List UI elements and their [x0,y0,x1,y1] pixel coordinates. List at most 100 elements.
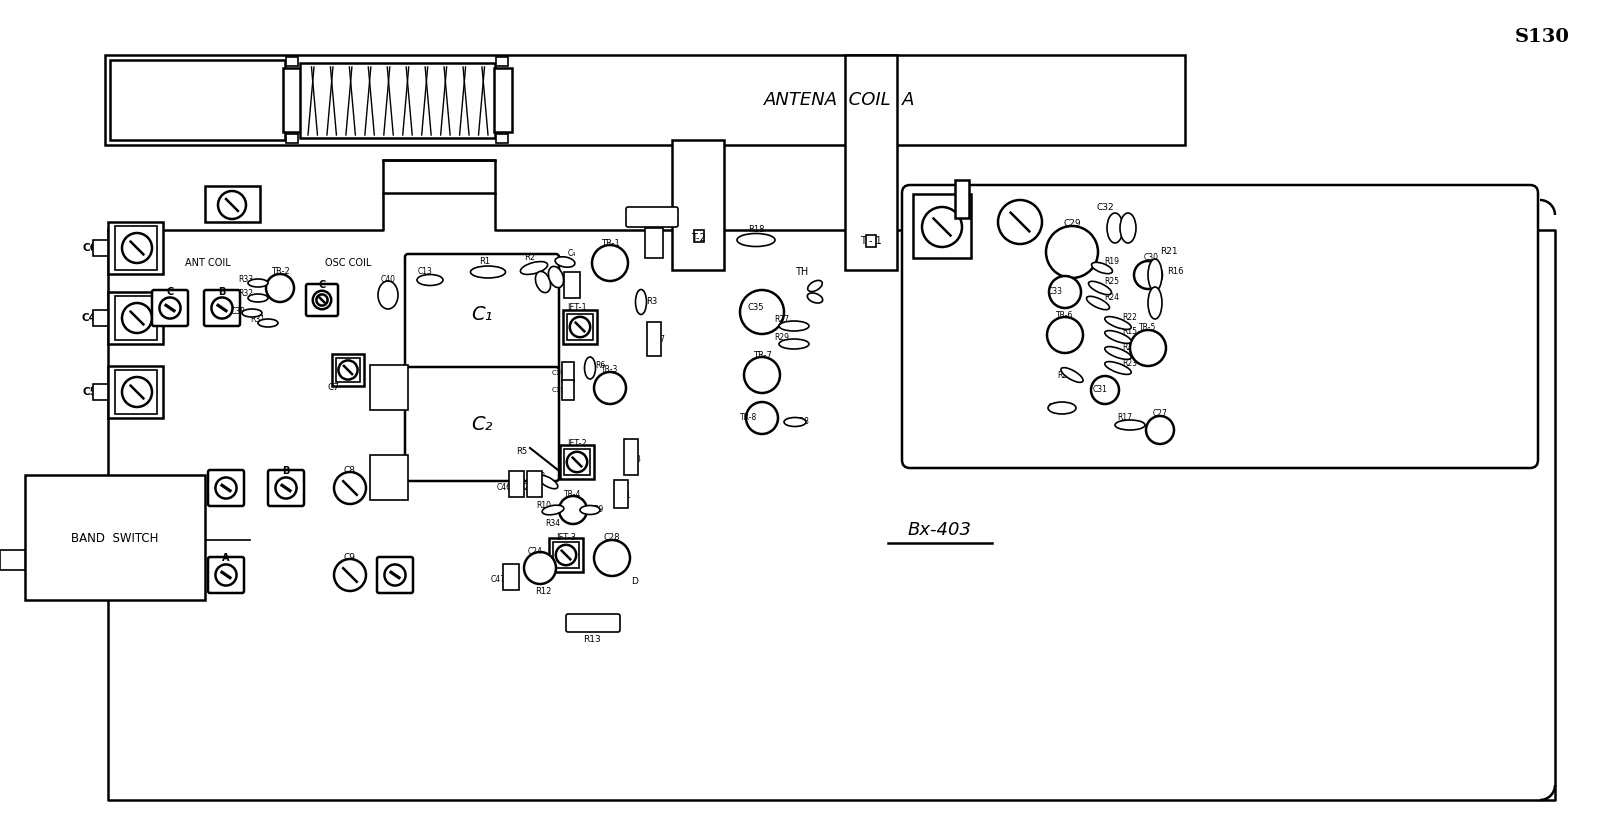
Ellipse shape [542,505,563,515]
Ellipse shape [1104,317,1131,329]
Text: IFT-1: IFT-1 [566,303,587,313]
Text: TR-5: TR-5 [1139,323,1157,333]
Bar [115,226,157,270]
Text: C8: C8 [344,465,355,474]
Text: R6: R6 [595,360,605,370]
Text: C26  C25: C26 C25 [576,618,610,627]
Bar [496,134,509,143]
Text: R12: R12 [534,587,550,597]
Text: C29: C29 [1062,219,1082,227]
Bar [496,57,509,66]
Circle shape [122,233,152,263]
Circle shape [744,357,781,393]
FancyBboxPatch shape [208,557,243,593]
Circle shape [570,317,590,337]
Bar [845,55,898,270]
Circle shape [558,496,587,524]
Ellipse shape [808,293,822,303]
Ellipse shape [1107,213,1123,243]
Ellipse shape [779,321,810,331]
FancyBboxPatch shape [405,367,558,481]
Text: TR-4: TR-4 [565,489,582,499]
Ellipse shape [549,266,563,287]
Bar [549,538,582,572]
Text: T-2: T-2 [691,233,706,243]
Bar [301,63,494,138]
Circle shape [525,552,557,584]
Text: IFT-3: IFT-3 [557,532,576,541]
Bar [563,449,590,475]
FancyBboxPatch shape [405,254,558,375]
Text: R19: R19 [1104,257,1120,266]
Ellipse shape [635,289,646,314]
Bar [115,370,157,414]
Text: C22: C22 [515,483,530,492]
Text: R9: R9 [594,505,603,515]
Text: IFT-2: IFT-2 [566,438,587,447]
Circle shape [739,290,784,334]
Ellipse shape [738,234,774,246]
Text: C15: C15 [565,282,579,292]
Text: OSC COIL: OSC COIL [325,258,371,268]
Circle shape [275,478,296,499]
Text: R20: R20 [1123,344,1138,353]
Circle shape [216,565,237,586]
FancyBboxPatch shape [306,284,338,316]
Text: R33: R33 [238,275,253,283]
Text: R15: R15 [1123,328,1138,337]
Bar [93,384,109,400]
Circle shape [317,294,328,306]
Circle shape [266,274,294,302]
Circle shape [592,245,627,281]
Circle shape [922,207,962,247]
Bar [866,235,877,247]
Ellipse shape [536,272,550,292]
Text: C34: C34 [1048,404,1062,412]
Text: R18: R18 [747,225,765,235]
Text: R22: R22 [1123,313,1138,323]
Text: ANTENA  COIL  A: ANTENA COIL A [765,91,915,109]
Ellipse shape [1104,362,1131,375]
Bar [109,366,163,418]
Text: C24: C24 [528,546,542,556]
Circle shape [1046,226,1098,278]
Ellipse shape [555,256,574,267]
Text: C₄: C₄ [568,249,576,257]
Ellipse shape [520,261,547,274]
Ellipse shape [1088,282,1112,295]
Text: R17: R17 [1117,412,1133,422]
Bar [0,550,26,570]
Bar [646,322,661,356]
Text: R16: R16 [1166,267,1184,277]
FancyBboxPatch shape [626,207,678,227]
Ellipse shape [418,275,443,286]
Ellipse shape [378,281,398,309]
Text: C19: C19 [550,387,565,393]
Text: TR-2: TR-2 [270,266,290,276]
Text: C31: C31 [1093,385,1107,395]
Bar [106,55,1186,145]
Bar [645,228,662,258]
Ellipse shape [584,357,595,379]
Text: C9: C9 [344,554,355,562]
Circle shape [998,200,1042,244]
Circle shape [334,559,366,591]
Text: C17: C17 [651,335,666,344]
Text: TR-1: TR-1 [600,239,619,247]
Text: R13: R13 [582,635,602,644]
Ellipse shape [579,505,600,515]
FancyBboxPatch shape [566,614,621,632]
Circle shape [211,297,232,318]
Bar [115,296,157,340]
Text: ANT COIL: ANT COIL [186,258,230,268]
FancyBboxPatch shape [152,290,189,326]
Text: R30: R30 [643,214,661,223]
Text: B: B [218,287,226,297]
Bar [563,310,597,344]
Text: C₂: C₂ [472,416,493,434]
Ellipse shape [538,475,558,489]
Circle shape [1134,261,1162,289]
Ellipse shape [1061,368,1083,382]
Bar [914,194,971,258]
Bar [109,222,163,274]
